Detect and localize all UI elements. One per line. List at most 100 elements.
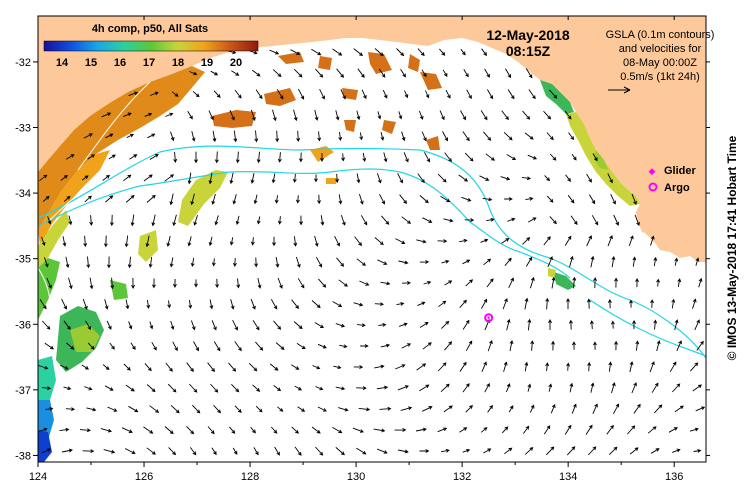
velocity-arrow <box>59 427 70 432</box>
velocity-arrow <box>587 361 592 372</box>
velocity-arrow <box>571 153 577 161</box>
argo-float-marker[interactable] <box>484 313 494 323</box>
velocity-arrow <box>607 298 612 309</box>
velocity-arrow <box>395 238 406 244</box>
velocity-arrow <box>335 173 340 184</box>
velocity-arrow <box>692 298 697 309</box>
velocity-arrow <box>250 237 255 246</box>
velocity-arrow <box>46 277 52 289</box>
velocity-arrow <box>529 404 535 413</box>
velocity-arrow <box>231 70 240 76</box>
velocity-arrow <box>191 131 196 142</box>
velocity-arrow <box>211 320 217 331</box>
sst-patch-orange-4 <box>318 56 332 70</box>
velocity-arrow <box>689 427 699 432</box>
velocity-arrow <box>376 448 388 454</box>
velocity-arrow <box>87 154 96 160</box>
velocity-arrow <box>170 404 180 414</box>
velocity-arrow <box>356 110 361 121</box>
velocity-arrow <box>255 341 264 351</box>
y-tick-label: -34 <box>15 188 31 200</box>
velocity-arrow <box>130 342 136 350</box>
velocity-arrow <box>650 299 655 308</box>
velocity-arrow <box>42 195 50 202</box>
velocity-arrow <box>593 277 598 289</box>
velocity-arrow <box>121 427 133 433</box>
velocity-arrow <box>60 175 68 181</box>
velocity-arrow <box>401 280 411 285</box>
velocity-arrow <box>253 194 258 205</box>
velocity-arrow <box>149 153 159 160</box>
velocity-arrow <box>318 278 327 288</box>
velocity-arrow <box>165 112 174 117</box>
sst-patch-coast-lime <box>594 150 608 170</box>
gsla-line1: GSLA (0.1m contours) <box>606 29 715 41</box>
velocity-arrow <box>273 385 282 392</box>
velocity-arrow <box>480 238 489 243</box>
velocity-arrow <box>674 405 684 413</box>
velocity-arrow <box>354 236 362 247</box>
sst-patch-south-darkblue <box>38 430 52 462</box>
velocity-arrow <box>232 257 237 267</box>
velocity-arrow <box>277 406 284 412</box>
velocity-arrow <box>124 448 136 455</box>
velocity-arrow <box>123 174 132 182</box>
velocity-arrow <box>108 154 116 160</box>
velocity-arrow <box>419 384 430 392</box>
y-tick-label: -38 <box>15 450 31 462</box>
velocity-arrow <box>317 406 327 412</box>
velocity-arrow <box>147 133 156 139</box>
velocity-arrow <box>248 362 258 372</box>
velocity-arrow <box>213 90 221 99</box>
velocity-arrow <box>548 383 553 392</box>
velocity-arrow <box>65 256 70 269</box>
velocity-arrow <box>466 89 472 100</box>
velocity-arrow <box>82 449 95 454</box>
velocity-arrow <box>169 257 174 268</box>
sst-patch-yellow-mid1 <box>138 230 158 262</box>
velocity-arrow <box>382 89 388 99</box>
velocity-arrow <box>479 175 490 181</box>
velocity-arrow <box>521 176 532 181</box>
velocity-arrow <box>398 322 408 327</box>
velocity-arrow <box>592 153 598 162</box>
velocity-arrow <box>190 257 195 268</box>
velocity-arrow <box>568 132 575 141</box>
velocity-arrow <box>462 131 470 142</box>
velocity-arrow <box>656 340 661 352</box>
velocity-arrow <box>231 383 240 393</box>
velocity-arrow <box>234 89 242 99</box>
velocity-arrow <box>459 361 467 372</box>
velocity-arrow <box>275 342 285 351</box>
velocity-arrow <box>338 407 349 412</box>
velocity-arrow <box>314 322 324 328</box>
velocity-arrow <box>100 428 113 433</box>
velocity-arrow <box>524 361 529 372</box>
velocity-arrow <box>250 109 256 121</box>
y-tick-label: -37 <box>15 385 31 397</box>
velocity-arrow <box>229 110 235 121</box>
velocity-arrow <box>255 405 263 413</box>
velocity-arrow <box>319 88 325 100</box>
velocity-arrow <box>128 321 133 330</box>
velocity-arrow <box>277 216 282 225</box>
velocity-arrow <box>103 449 116 454</box>
velocity-arrow <box>146 384 156 393</box>
velocity-arrow <box>208 236 213 247</box>
velocity-arrow <box>105 195 114 203</box>
velocity-arrow <box>417 301 426 307</box>
velocity-arrow <box>338 131 343 142</box>
velocity-arrow <box>376 385 389 390</box>
velocity-arrow <box>571 403 577 414</box>
velocity-arrow <box>377 111 382 120</box>
velocity-arrow <box>311 48 322 56</box>
velocity-arrow <box>647 426 657 434</box>
velocity-arrow <box>235 215 240 226</box>
velocity-arrow <box>487 404 493 413</box>
velocity-arrow <box>568 319 573 330</box>
velocity-arrow <box>214 215 219 226</box>
velocity-arrow <box>607 173 613 184</box>
velocity-arrow <box>607 235 613 247</box>
velocity-arrow <box>295 256 301 268</box>
velocity-arrow <box>564 235 572 246</box>
